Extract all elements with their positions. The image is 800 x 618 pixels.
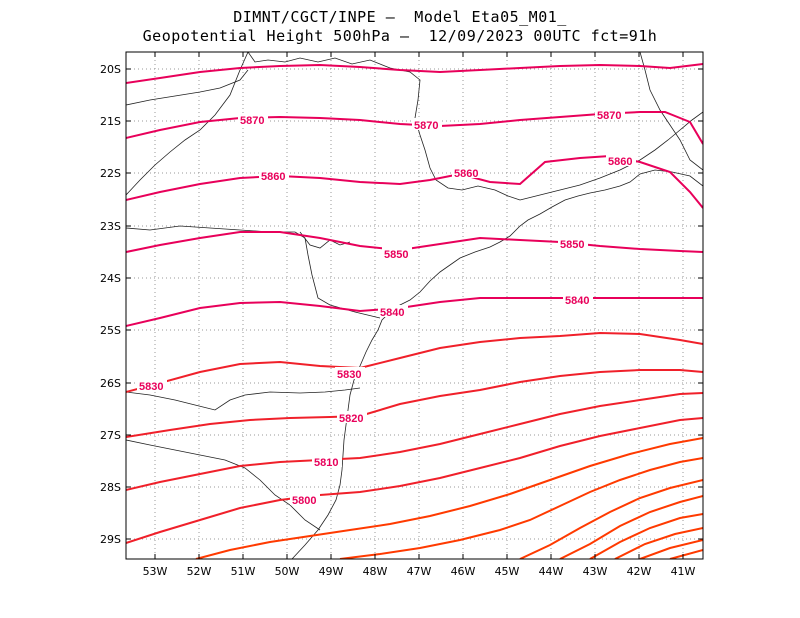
lon-label: 52W — [187, 565, 212, 578]
contour-label: 5860 — [454, 168, 478, 180]
lon-label: 48W — [363, 565, 388, 578]
lat-label: 27S — [100, 429, 121, 442]
contour-label: 5840 — [380, 307, 404, 319]
contour-line — [126, 231, 703, 253]
map-title-line1: DIMNT/CGCT/INPE – Model Eta05_M01_ — [233, 8, 567, 26]
contour-line — [126, 297, 703, 327]
contour-label: 5870 — [414, 120, 438, 132]
lat-label: 26S — [100, 377, 121, 390]
contour-line — [519, 479, 703, 559]
lat-label: 24S — [100, 272, 121, 285]
longitude-labels: 53W 52W 51W 50W 49W 48W 47W 46W 45W 44W … — [143, 565, 696, 578]
contour-line — [126, 392, 703, 491]
border-mg-es — [639, 52, 703, 171]
lat-label: 23S — [100, 220, 121, 233]
contour-line — [339, 457, 703, 559]
map-title-line2: Geopotential Height 500hPa – 12/09/2023 … — [142, 27, 658, 45]
border-sp-west — [126, 52, 249, 196]
contour-label: 5860 — [608, 156, 632, 168]
border-go — [126, 69, 249, 106]
lon-label: 50W — [275, 565, 300, 578]
border-mg-sp — [247, 52, 521, 201]
contour-label: 5850 — [384, 249, 408, 261]
coastline — [291, 169, 703, 559]
contour-label: 5830 — [337, 369, 361, 381]
latitude-labels: 20S 21S 22S 23S 24S 25S 26S 27S 28S 29S — [100, 63, 121, 546]
lon-label: 45W — [495, 565, 520, 578]
border-pr-sc — [126, 387, 361, 411]
lat-label: 22S — [100, 167, 121, 180]
contour-line — [126, 63, 703, 84]
contour-label: 5830 — [139, 381, 163, 393]
lon-label: 43W — [583, 565, 608, 578]
lon-label: 47W — [407, 565, 432, 578]
contour-line — [559, 495, 703, 559]
contour-line — [126, 369, 703, 438]
border-sc-rs — [126, 439, 321, 531]
lon-label: 49W — [319, 565, 344, 578]
contour-label: 5800 — [292, 495, 316, 507]
contour-label: 5870 — [597, 110, 621, 122]
lat-label: 25S — [100, 324, 121, 337]
contour-line — [195, 437, 703, 559]
contour-line — [126, 417, 703, 544]
contour-labels: 5870 5870 5870 5860 5860 5860 5850 5850 … — [137, 108, 636, 507]
contour-label: 5820 — [339, 413, 363, 425]
lat-label: 20S — [100, 63, 121, 76]
height-contours — [126, 63, 703, 559]
graticule — [126, 52, 703, 559]
contour-label: 5860 — [261, 171, 285, 183]
axis-ticks — [126, 52, 703, 559]
contour-line — [126, 331, 703, 393]
contour-label: 5810 — [314, 457, 338, 469]
lon-label: 46W — [451, 565, 476, 578]
border-sp-pr-river — [299, 231, 351, 249]
lon-label: 42W — [627, 565, 652, 578]
contour-line — [614, 527, 703, 559]
lon-label: 51W — [231, 565, 256, 578]
contour-label: 5870 — [240, 115, 264, 127]
lon-label: 53W — [143, 565, 168, 578]
border-pr — [126, 225, 381, 319]
lat-label: 28S — [100, 481, 121, 494]
lon-label: 41W — [671, 565, 696, 578]
contour-line — [669, 549, 703, 559]
contour-line — [639, 539, 703, 559]
plot-frame — [125, 51, 704, 560]
lat-label: 21S — [100, 115, 121, 128]
contour-line — [589, 513, 703, 559]
contour-label: 5850 — [560, 239, 584, 251]
contour-label: 5840 — [565, 295, 589, 307]
lon-label: 44W — [539, 565, 564, 578]
lat-label: 29S — [100, 533, 121, 546]
